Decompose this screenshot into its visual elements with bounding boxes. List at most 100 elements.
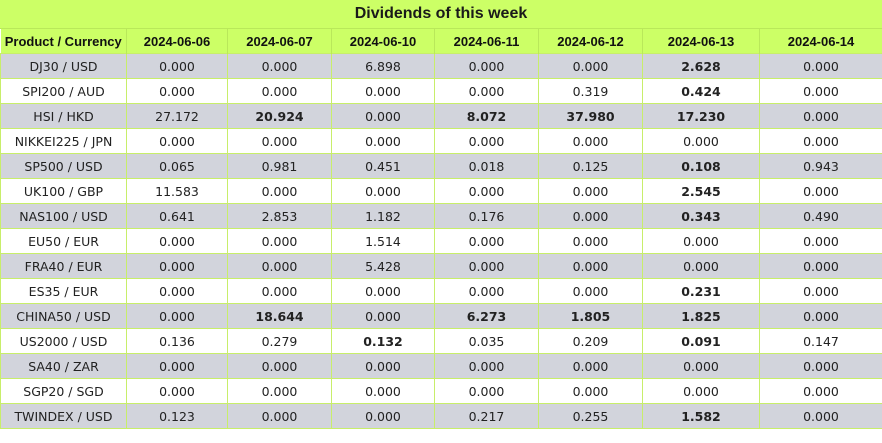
dividend-value-cell: 0.000 — [126, 128, 228, 154]
dividend-value-cell: 17.230 — [642, 103, 760, 129]
dividend-value-cell: 0.000 — [538, 203, 643, 229]
product-cell: SA40 / ZAR — [0, 353, 127, 379]
dividend-value-cell: 0.981 — [227, 153, 332, 179]
dividend-value-cell: 0.000 — [434, 378, 539, 404]
header-date: 2024-06-12 — [538, 29, 643, 54]
dividend-value-cell: 0.035 — [434, 328, 539, 354]
dividend-value-cell: 2.853 — [227, 203, 332, 229]
dividend-value-cell: 0.231 — [642, 278, 760, 304]
dividend-value-cell: 0.000 — [538, 378, 643, 404]
dividend-value-cell: 0.000 — [227, 253, 332, 279]
dividend-value-cell: 0.319 — [538, 78, 643, 104]
header-date: 2024-06-06 — [126, 29, 228, 54]
dividend-value-cell: 0.000 — [642, 128, 760, 154]
table-header: Product / Currency 2024-06-06 2024-06-07… — [0, 29, 882, 54]
dividend-value-cell: 0.065 — [126, 153, 228, 179]
dividend-value-cell: 27.172 — [126, 103, 228, 129]
dividend-value-cell: 0.000 — [759, 128, 882, 154]
dividend-value-cell: 6.273 — [434, 303, 539, 329]
product-cell: UK100 / GBP — [0, 178, 127, 204]
dividend-value-cell: 0.000 — [227, 53, 332, 79]
dividend-value-cell: 0.000 — [434, 178, 539, 204]
product-cell: US2000 / USD — [0, 328, 127, 354]
dividend-value-cell: 0.000 — [538, 128, 643, 154]
dividend-value-cell: 5.428 — [331, 253, 435, 279]
table-row: FRA40 / EUR 0.000 0.000 5.428 0.000 0.000 0.00… — [0, 253, 882, 279]
product-cell: CHINA50 / USD — [0, 303, 127, 329]
table-row: DJ30 / USD 0.000 0.000 6.898 0.000 0.000 2.628… — [0, 53, 882, 79]
dividend-value-cell: 0.343 — [642, 203, 760, 229]
table-row: SA40 / ZAR 0.000 0.000 0.000 0.000 0.000 0.000… — [0, 353, 882, 379]
dividend-value-cell: 0.000 — [227, 128, 332, 154]
dividend-value-cell: 0.000 — [538, 53, 643, 79]
table-row: UK100 / GBP 11.583 0.000 0.000 0.000 0.000 2.5… — [0, 178, 882, 204]
dividend-value-cell: 6.898 — [331, 53, 435, 79]
dividend-value-cell: 0.000 — [126, 303, 228, 329]
dividend-value-cell: 0.000 — [126, 278, 228, 304]
dividend-value-cell: 0.217 — [434, 403, 539, 429]
dividend-value-cell: 1.825 — [642, 303, 760, 329]
dividend-value-cell: 0.000 — [126, 78, 228, 104]
dividend-value-cell: 0.000 — [227, 278, 332, 304]
dividend-value-cell: 0.943 — [759, 153, 882, 179]
dividend-value-cell: 0.000 — [126, 228, 228, 254]
dividend-value-cell: 2.545 — [642, 178, 760, 204]
dividend-value-cell: 0.123 — [126, 403, 228, 429]
table-row: US2000 / USD 0.136 0.279 0.132 0.035 0.209 0.0… — [0, 328, 882, 354]
dividend-value-cell: 0.000 — [331, 278, 435, 304]
dividend-value-cell: 0.000 — [434, 253, 539, 279]
dividend-value-cell: 0.641 — [126, 203, 228, 229]
header-date: 2024-06-10 — [331, 29, 435, 54]
dividend-value-cell: 0.000 — [126, 53, 228, 79]
dividend-value-cell: 0.000 — [642, 253, 760, 279]
dividend-value-cell: 0.000 — [759, 178, 882, 204]
table-row: TWINDEX / USD 0.123 0.000 0.000 0.217 0.255 1.… — [0, 403, 882, 429]
table-row: NIKKEI225 / JPN 0.000 0.000 0.000 0.000 0.000… — [0, 128, 882, 154]
dividend-value-cell: 11.583 — [126, 178, 228, 204]
dividend-value-cell: 0.000 — [331, 78, 435, 104]
header-date: 2024-06-11 — [434, 29, 539, 54]
dividend-value-cell: 0.000 — [759, 378, 882, 404]
dividend-value-cell: 0.125 — [538, 153, 643, 179]
dividend-value-cell: 0.000 — [331, 403, 435, 429]
dividend-value-cell: 0.000 — [126, 378, 228, 404]
table-row: SPI200 / AUD 0.000 0.000 0.000 0.000 0.319 0.4… — [0, 78, 882, 104]
dividend-value-cell: 0.000 — [759, 303, 882, 329]
table-row: ES35 / EUR 0.000 0.000 0.000 0.000 0.000 0.231… — [0, 278, 882, 304]
dividend-value-cell: 0.136 — [126, 328, 228, 354]
dividend-value-cell: 0.000 — [538, 228, 643, 254]
dividend-value-cell: 0.000 — [759, 253, 882, 279]
table-row: EU50 / EUR 0.000 0.000 1.514 0.000 0.000 0.000… — [0, 228, 882, 254]
product-cell: SPI200 / AUD — [0, 78, 127, 104]
table-row: SGP20 / SGD 0.000 0.000 0.000 0.000 0.000 0.00… — [0, 378, 882, 404]
table-row: NAS100 / USD 0.641 2.853 1.182 0.176 0.000 0.3… — [0, 203, 882, 229]
dividend-value-cell: 0.018 — [434, 153, 539, 179]
dividend-value-cell: 0.091 — [642, 328, 760, 354]
dividend-value-cell: 0.424 — [642, 78, 760, 104]
dividend-value-cell: 0.000 — [434, 353, 539, 379]
dividend-value-cell: 0.000 — [227, 378, 332, 404]
dividend-value-cell: 2.628 — [642, 53, 760, 79]
dividend-value-cell: 0.000 — [331, 303, 435, 329]
dividend-value-cell: 0.000 — [642, 378, 760, 404]
header-product: Product / Currency — [0, 29, 127, 54]
product-cell: FRA40 / EUR — [0, 253, 127, 279]
dividend-value-cell: 0.000 — [227, 178, 332, 204]
dividend-value-cell: 0.147 — [759, 328, 882, 354]
dividend-value-cell: 0.000 — [227, 78, 332, 104]
dividend-value-cell: 0.000 — [331, 103, 435, 129]
product-cell: NAS100 / USD — [0, 203, 127, 229]
dividend-value-cell: 0.000 — [759, 103, 882, 129]
dividend-value-cell: 0.451 — [331, 153, 435, 179]
dividend-value-cell: 0.000 — [759, 228, 882, 254]
dividend-value-cell: 0.000 — [759, 353, 882, 379]
dividend-value-cell: 0.000 — [126, 353, 228, 379]
dividend-value-cell: 0.000 — [434, 278, 539, 304]
dividend-value-cell: 0.000 — [434, 228, 539, 254]
dividend-value-cell: 37.980 — [538, 103, 643, 129]
dividend-value-cell: 0.255 — [538, 403, 643, 429]
dividend-value-cell: 0.279 — [227, 328, 332, 354]
dividend-value-cell: 0.209 — [538, 328, 643, 354]
product-cell: ES35 / EUR — [0, 278, 127, 304]
